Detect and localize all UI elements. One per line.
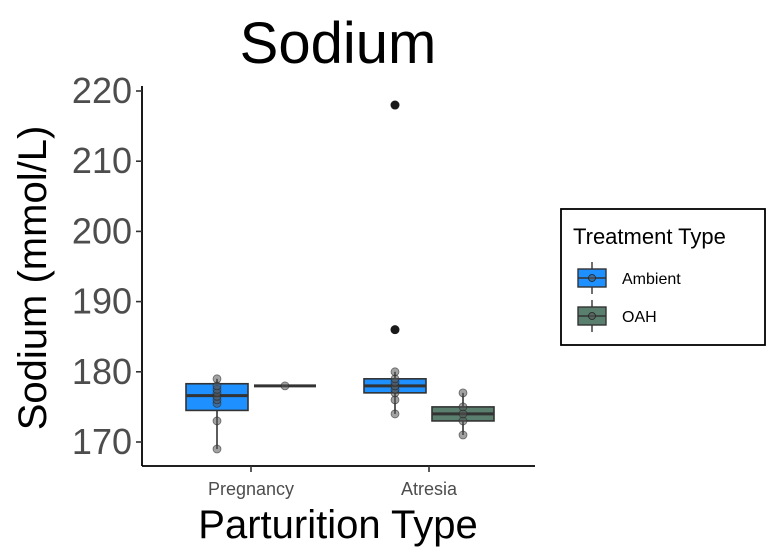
x-axis: Pregnancy Atresia xyxy=(142,465,535,499)
legend-label: OAH xyxy=(622,309,657,326)
legend: Treatment Type Ambient OAH xyxy=(560,208,766,346)
data-point xyxy=(280,381,290,391)
chart-title: Sodium xyxy=(240,11,437,76)
y-tick-label: 180 xyxy=(72,351,132,392)
y-axis: 170 180 190 200 210 220 xyxy=(72,70,143,466)
legend-item-oah: OAH xyxy=(577,300,657,332)
x-axis-title: Parturition Type xyxy=(198,503,477,547)
data-point xyxy=(212,416,222,426)
y-tick-label: 190 xyxy=(72,281,132,322)
box-oah-pregnancy xyxy=(254,381,316,391)
x-tick-label: Pregnancy xyxy=(208,479,294,499)
y-tick-label: 170 xyxy=(72,421,132,462)
y-tick-label: 200 xyxy=(72,210,132,251)
legend-label: Ambient xyxy=(622,271,681,288)
box-oah-atresia xyxy=(431,388,495,440)
data-point xyxy=(390,409,400,419)
box-ambient-atresia xyxy=(363,100,427,419)
legend-key-point xyxy=(588,274,596,282)
y-tick-label: 220 xyxy=(72,70,132,111)
data-point xyxy=(212,444,222,454)
plot-marks xyxy=(185,100,495,454)
outlier-point xyxy=(390,325,400,335)
data-point xyxy=(212,374,222,384)
legend-title: Treatment Type xyxy=(573,224,726,249)
box-ambient-pregnancy xyxy=(185,374,249,454)
legend-key-point xyxy=(588,312,596,320)
data-point xyxy=(458,388,468,398)
x-tick-label: Atresia xyxy=(401,479,458,499)
outlier-point xyxy=(390,100,400,110)
y-axis-title: Sodium (mmol/L) xyxy=(11,126,55,431)
data-point xyxy=(458,402,468,412)
data-point xyxy=(458,430,468,440)
legend-items: Ambient OAH xyxy=(577,262,681,332)
legend-item-ambient: Ambient xyxy=(577,262,681,294)
y-tick-label: 210 xyxy=(72,140,132,181)
data-point xyxy=(390,367,400,377)
